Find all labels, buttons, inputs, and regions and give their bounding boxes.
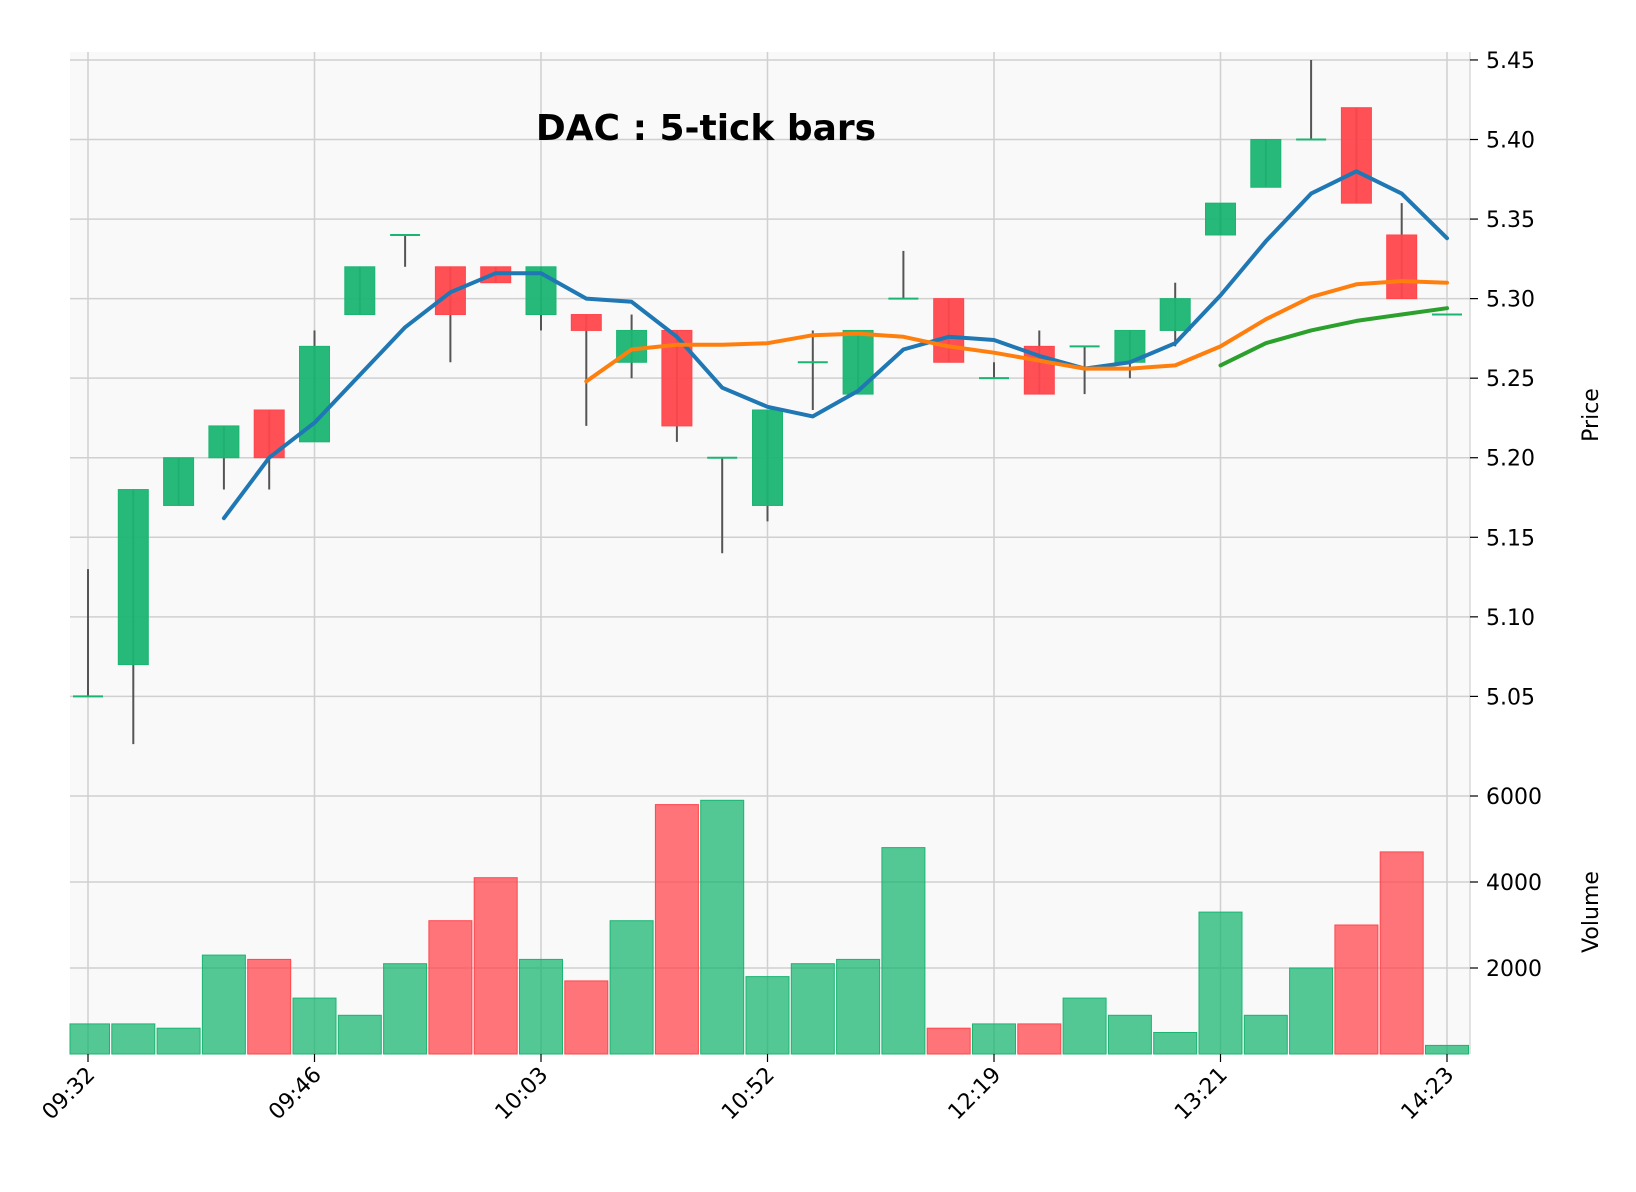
candle-body xyxy=(1250,139,1282,188)
candle-body xyxy=(933,298,965,363)
time-tick-label: 14:23 xyxy=(1397,1063,1460,1126)
volume-bar xyxy=(1017,1023,1062,1055)
volume-bar xyxy=(972,1023,1016,1055)
candle-body xyxy=(752,409,783,506)
volume-bar xyxy=(1107,1014,1152,1055)
volume-bar xyxy=(383,963,428,1055)
volume-bar xyxy=(564,980,609,1055)
volume-axis: 2000 4000 6000 xyxy=(1470,785,1542,982)
volume-bar xyxy=(1153,1032,1198,1055)
time-tick-label: 12:19 xyxy=(944,1063,1007,1126)
time-tick-label: 10:52 xyxy=(717,1063,780,1126)
volume-bar xyxy=(473,877,518,1055)
volume-bar xyxy=(69,1023,110,1055)
time-axis: 09:32 09:46 10:03 10:52 12:19 13:21 14:23 xyxy=(38,1054,1460,1126)
candle-body xyxy=(299,345,330,443)
moving-average-line-1 xyxy=(221,169,1449,521)
volume-bar xyxy=(1379,851,1424,1055)
candle-body xyxy=(842,329,874,395)
volume-bar xyxy=(201,954,246,1055)
candle-body xyxy=(1340,107,1372,204)
volume-bar xyxy=(1198,911,1243,1055)
volume-bar xyxy=(1334,924,1379,1055)
volume-bar xyxy=(609,920,654,1055)
volume-bar xyxy=(337,1014,382,1055)
candle-body xyxy=(1386,234,1418,300)
volume-bar xyxy=(111,1023,156,1055)
moving-average-lines xyxy=(221,169,1449,521)
price-tick-label: 5.25 xyxy=(1486,367,1535,392)
volume-bar xyxy=(881,847,926,1055)
volume-tick-label: 6000 xyxy=(1486,785,1542,810)
candle-body xyxy=(570,314,602,331)
time-tick-label: 09:46 xyxy=(264,1063,327,1126)
candle-body xyxy=(1205,202,1236,236)
time-tick-label: 13:21 xyxy=(1170,1063,1233,1126)
candle-body xyxy=(163,457,195,506)
candle-body xyxy=(208,425,240,459)
price-axis-label: Price xyxy=(1579,388,1604,442)
volume-bar xyxy=(519,958,563,1055)
volume-tick-label: 2000 xyxy=(1486,957,1542,982)
volume-axis-label: Volume xyxy=(1579,871,1604,953)
volume-bar xyxy=(1243,1014,1288,1055)
moving-average-line-2 xyxy=(584,279,1449,384)
chart-title: DAC : 5-tick bars xyxy=(536,108,876,149)
price-tick-label: 5.10 xyxy=(1486,606,1535,631)
volume-bar xyxy=(247,958,292,1055)
volume-bar xyxy=(790,963,835,1055)
volume-bar xyxy=(654,804,699,1055)
volume-bar xyxy=(745,976,790,1055)
candle-body xyxy=(1159,298,1191,331)
time-tick-label: 10:03 xyxy=(491,1063,554,1126)
volume-bar xyxy=(836,958,881,1055)
candle-body xyxy=(344,266,376,316)
price-tick-label: 5.20 xyxy=(1486,447,1535,472)
candle-body xyxy=(616,329,648,363)
price-tick-label: 5.40 xyxy=(1486,129,1535,154)
price-tick-label: 5.30 xyxy=(1486,288,1535,313)
price-tick-label: 5.15 xyxy=(1486,526,1535,551)
time-tick-label: 09:32 xyxy=(38,1063,101,1126)
volume-bar xyxy=(292,997,337,1055)
volume-bar xyxy=(700,799,745,1055)
moving-average-line-3 xyxy=(1218,306,1449,368)
volume-bar xyxy=(1425,1044,1469,1055)
volume-tick-label: 4000 xyxy=(1486,871,1542,896)
candle-body xyxy=(117,489,149,666)
volume-bar xyxy=(926,1027,971,1055)
volume-bar xyxy=(1289,967,1334,1055)
volume-bar xyxy=(428,920,473,1055)
volume-bars xyxy=(69,799,1469,1055)
price-tick-label: 5.35 xyxy=(1486,208,1535,233)
volume-bar xyxy=(1062,997,1107,1055)
price-tick-label: 5.45 xyxy=(1486,49,1535,74)
price-axis: 5.05 5.10 5.15 5.20 5.25 5.30 5.35 5.40 5.45 xyxy=(1470,49,1535,710)
price-tick-label: 5.05 xyxy=(1486,685,1535,710)
volume-bar xyxy=(156,1027,201,1055)
